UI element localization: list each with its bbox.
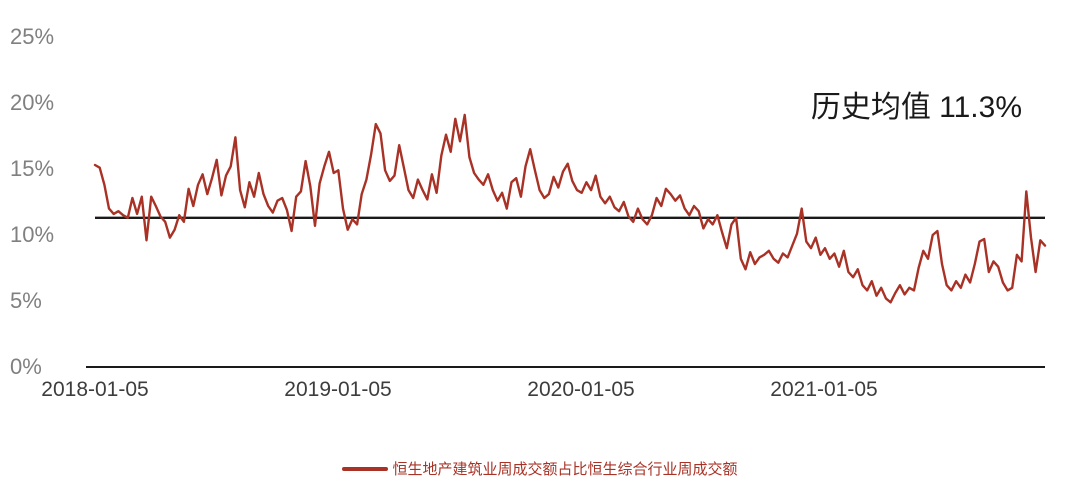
y-axis-tick-label: 20% <box>10 90 55 115</box>
y-axis-tick-label: 5% <box>10 288 42 313</box>
y-axis-tick-label: 15% <box>10 156 55 181</box>
x-axis-tick-label: 2021-01-05 <box>770 378 878 401</box>
x-axis-tick-label: 2018-01-05 <box>41 378 149 401</box>
legend-line-swatch <box>342 466 389 471</box>
x-axis-tick-label: 2020-01-05 <box>527 378 635 401</box>
y-axis-tick-label: 0% <box>10 354 42 379</box>
series-line <box>93 113 1047 304</box>
y-axis-tick-label: 10% <box>10 222 55 247</box>
chart-legend: 恒生地产建筑业周成交额占比恒生综合行业周成交额 <box>0 458 1080 479</box>
legend-series-label: 恒生地产建筑业周成交额占比恒生综合行业周成交额 <box>392 461 738 478</box>
y-axis-tick-label: 25% <box>10 24 55 49</box>
x-axis-tick-label: 2019-01-05 <box>284 378 392 401</box>
mean-value-annotation: 历史均值 11.3% <box>810 91 1022 124</box>
